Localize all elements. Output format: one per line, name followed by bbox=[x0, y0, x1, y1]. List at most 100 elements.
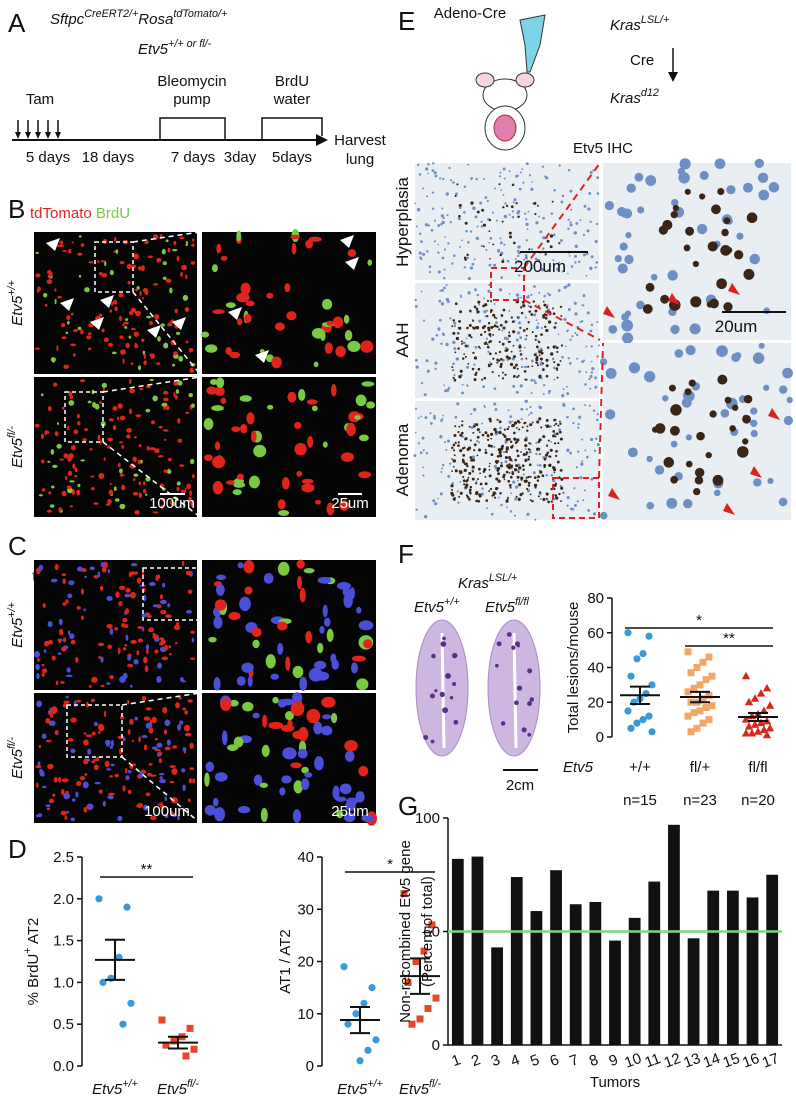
point bbox=[186, 1024, 194, 1032]
cell bbox=[82, 438, 87, 442]
zoom-box bbox=[66, 704, 123, 758]
stained-nucleus bbox=[537, 440, 541, 444]
cell bbox=[187, 699, 193, 703]
stained-nucleus bbox=[468, 471, 472, 475]
cell bbox=[119, 260, 125, 265]
nucleus bbox=[572, 407, 575, 411]
stained-nucleus bbox=[545, 492, 549, 496]
stained-nucleus bbox=[488, 490, 491, 493]
cell bbox=[307, 435, 314, 448]
point bbox=[648, 728, 656, 736]
stained-nucleus bbox=[469, 492, 472, 495]
stained-nucleus bbox=[742, 414, 751, 424]
nucleus bbox=[749, 253, 761, 265]
nucleus bbox=[498, 288, 503, 292]
nucleus bbox=[584, 404, 587, 407]
nucleus bbox=[584, 383, 587, 386]
cell bbox=[52, 464, 58, 468]
cell bbox=[101, 566, 107, 573]
text-part: Etv5 bbox=[337, 1081, 368, 1098]
cell bbox=[67, 630, 71, 636]
stained-nucleus bbox=[461, 420, 464, 423]
stained-nucleus bbox=[534, 212, 537, 216]
nucleus bbox=[437, 243, 440, 246]
cell bbox=[314, 756, 324, 771]
stained-nucleus bbox=[546, 425, 549, 429]
stained-nucleus bbox=[473, 449, 476, 452]
cell bbox=[280, 698, 295, 706]
cell bbox=[106, 768, 112, 771]
nucleus bbox=[592, 409, 596, 412]
cell bbox=[153, 283, 158, 286]
stained-nucleus bbox=[476, 435, 480, 439]
nucleus bbox=[767, 477, 774, 485]
stained-nucleus bbox=[498, 454, 503, 458]
cell bbox=[266, 292, 274, 299]
stained-nucleus bbox=[508, 334, 511, 338]
cell bbox=[51, 485, 55, 489]
cell bbox=[145, 385, 151, 389]
stained-nucleus bbox=[663, 457, 675, 468]
cell bbox=[141, 735, 148, 739]
lesion bbox=[449, 695, 454, 700]
significance-label: * bbox=[696, 612, 702, 629]
nucleus bbox=[525, 408, 528, 411]
cell bbox=[101, 382, 108, 389]
cell bbox=[69, 505, 74, 508]
cell bbox=[306, 708, 321, 724]
stained-nucleus bbox=[545, 364, 549, 368]
nucleus bbox=[446, 214, 449, 217]
stained-nucleus bbox=[490, 437, 493, 440]
nucleus bbox=[438, 299, 442, 303]
stained-nucleus bbox=[515, 364, 518, 367]
nucleus bbox=[578, 415, 582, 419]
x-tick-label: 6 bbox=[548, 1051, 562, 1070]
stained-nucleus bbox=[458, 203, 462, 207]
cell bbox=[119, 415, 126, 421]
nucleus bbox=[734, 352, 742, 360]
cell bbox=[277, 621, 288, 631]
point bbox=[702, 676, 710, 684]
cell bbox=[68, 580, 75, 586]
stained-nucleus bbox=[645, 282, 655, 292]
stain-legend: tdTomato BrdU bbox=[30, 205, 130, 222]
zoom-line bbox=[121, 756, 201, 824]
point bbox=[190, 1045, 198, 1053]
nucleus bbox=[502, 167, 506, 171]
stained-nucleus bbox=[554, 422, 558, 425]
stained-nucleus bbox=[560, 315, 563, 318]
arrowhead-marker bbox=[608, 488, 620, 500]
nucleus bbox=[422, 252, 426, 256]
stained-nucleus bbox=[510, 466, 513, 469]
stained-nucleus bbox=[521, 492, 524, 495]
stained-nucleus bbox=[499, 323, 503, 327]
stained-nucleus bbox=[463, 446, 466, 449]
cell bbox=[75, 791, 79, 798]
cell bbox=[296, 559, 305, 569]
cell bbox=[168, 645, 172, 649]
nucleus bbox=[589, 220, 592, 223]
cell bbox=[100, 420, 106, 427]
stained-nucleus bbox=[457, 347, 460, 350]
lesion bbox=[434, 689, 438, 693]
cell bbox=[176, 481, 181, 486]
stained-nucleus bbox=[466, 447, 470, 451]
nucleus bbox=[514, 485, 519, 489]
cell bbox=[308, 236, 322, 242]
stained-nucleus bbox=[467, 362, 470, 365]
stained-nucleus bbox=[520, 311, 524, 315]
nucleus bbox=[433, 416, 437, 420]
stained-nucleus bbox=[554, 454, 558, 458]
cell bbox=[146, 772, 153, 777]
cell bbox=[165, 614, 172, 619]
stained-nucleus bbox=[464, 355, 467, 358]
nucleus bbox=[595, 437, 598, 440]
cell bbox=[84, 428, 88, 432]
stained-nucleus bbox=[530, 313, 534, 316]
point bbox=[648, 681, 656, 689]
nucleus bbox=[437, 251, 440, 254]
cell bbox=[305, 630, 313, 644]
cell bbox=[133, 253, 139, 260]
nucleus bbox=[594, 266, 597, 269]
cell bbox=[146, 648, 149, 655]
